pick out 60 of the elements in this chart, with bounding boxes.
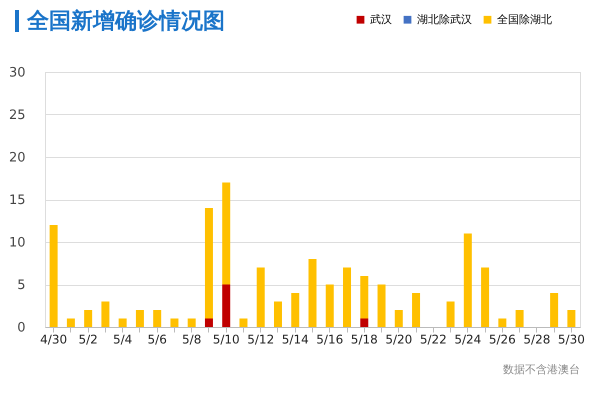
bar bbox=[66, 318, 75, 327]
y-tick-label: 25 bbox=[8, 108, 26, 123]
bar bbox=[222, 284, 230, 327]
text: 数据不含港澳台 bbox=[503, 363, 580, 376]
x-tick-label: 5/4 bbox=[113, 332, 132, 346]
bar bbox=[567, 310, 576, 327]
x-tick-label: 5/2 bbox=[78, 332, 98, 346]
bar bbox=[222, 182, 230, 284]
x-tick-label: 4/30 bbox=[40, 332, 68, 346]
bar bbox=[274, 302, 282, 327]
bar bbox=[446, 302, 455, 327]
y-tick-label: 15 bbox=[8, 193, 26, 208]
x-tick-label: 5/22 bbox=[420, 332, 447, 346]
bar bbox=[136, 310, 144, 327]
legend-label: 武汉 bbox=[370, 12, 392, 26]
bar bbox=[50, 225, 58, 327]
bar bbox=[481, 268, 490, 327]
bar bbox=[204, 208, 213, 318]
x-tick-label: 5/16 bbox=[316, 332, 344, 346]
bar bbox=[101, 302, 110, 327]
x-tick-label: 5/6 bbox=[148, 332, 167, 346]
x-tick-label: 5/26 bbox=[488, 332, 516, 346]
y-tick-label: 0 bbox=[17, 320, 26, 336]
bar bbox=[256, 268, 265, 327]
bar bbox=[394, 310, 403, 327]
x-tick-label: 5/8 bbox=[182, 332, 202, 346]
bar bbox=[308, 259, 316, 327]
bar bbox=[360, 276, 368, 318]
bar bbox=[239, 318, 248, 327]
x-tick-label: 5/28 bbox=[523, 332, 550, 346]
legend-label: 湖北除武汉 bbox=[417, 12, 472, 26]
bar bbox=[378, 284, 386, 327]
bar bbox=[188, 318, 196, 327]
x-tick-label: 5/12 bbox=[247, 332, 274, 346]
bar bbox=[516, 310, 524, 327]
x-tick-label: 5/24 bbox=[454, 332, 482, 346]
x-tick-label: 5/30 bbox=[558, 332, 585, 346]
bar bbox=[153, 310, 162, 327]
bar bbox=[343, 268, 352, 327]
bar bbox=[326, 284, 334, 327]
bar bbox=[291, 293, 300, 327]
bar bbox=[170, 318, 178, 327]
y-tick-label: 5 bbox=[17, 278, 26, 293]
x-tick-label: 5/14 bbox=[282, 332, 309, 346]
bar bbox=[464, 234, 472, 327]
bar bbox=[84, 310, 92, 327]
chart-title: 全国新增确诊情况图 bbox=[26, 8, 225, 34]
bar bbox=[204, 318, 213, 327]
x-tick-label: 5/18 bbox=[350, 332, 378, 346]
legend-label: 全国除湖北 bbox=[497, 12, 552, 26]
bar bbox=[498, 318, 506, 327]
y-tick-label: 10 bbox=[8, 236, 26, 250]
bar bbox=[360, 318, 368, 327]
bar bbox=[550, 293, 558, 327]
x-tick-label: 5/10 bbox=[212, 332, 240, 346]
y-tick-label: 30 bbox=[8, 66, 26, 80]
bar bbox=[118, 318, 127, 327]
x-tick-label: 5/20 bbox=[385, 332, 412, 346]
y-tick-label: 20 bbox=[8, 150, 26, 166]
bar bbox=[412, 293, 420, 327]
